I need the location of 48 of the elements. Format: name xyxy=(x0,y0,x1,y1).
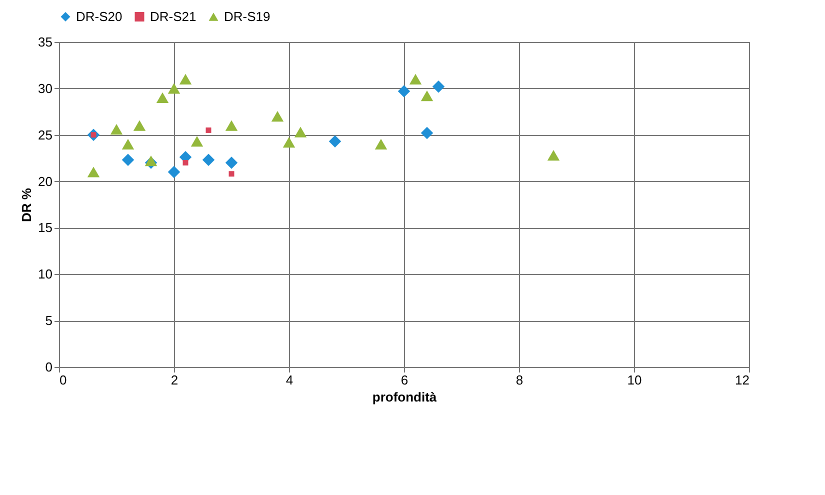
point xyxy=(144,156,158,166)
point xyxy=(225,156,238,169)
y-tick-label: 35 xyxy=(38,34,52,50)
point xyxy=(420,126,434,140)
point xyxy=(179,74,192,84)
x-tick-label: 8 xyxy=(516,372,524,388)
y-tick-label: 25 xyxy=(38,127,52,142)
point xyxy=(271,110,284,122)
point xyxy=(282,136,296,148)
point xyxy=(110,124,123,135)
point xyxy=(409,74,422,84)
point xyxy=(328,135,342,148)
x-tick-label: 12 xyxy=(735,372,750,388)
point xyxy=(133,120,146,131)
point xyxy=(182,160,188,166)
point xyxy=(547,150,560,161)
point xyxy=(398,85,410,98)
legend-label: DR-S20 xyxy=(76,8,122,24)
point xyxy=(168,83,180,94)
point xyxy=(156,92,169,104)
y-tick-label: 30 xyxy=(38,80,52,96)
x-tick-label: 10 xyxy=(627,372,642,388)
x-tick-label: 4 xyxy=(286,372,294,388)
y-tick-label: 5 xyxy=(45,313,52,328)
point xyxy=(432,80,445,93)
point xyxy=(225,120,238,131)
y-tick-label: 20 xyxy=(38,174,52,189)
point xyxy=(190,136,204,147)
point xyxy=(168,166,180,178)
point xyxy=(202,154,215,166)
y-axis-title: DR % xyxy=(19,188,34,222)
point xyxy=(122,154,134,166)
x-axis-title: profondità xyxy=(372,390,438,404)
x-tick-label: 2 xyxy=(170,372,178,388)
point xyxy=(420,90,434,102)
legend-label: DR-S19 xyxy=(224,8,270,24)
point xyxy=(87,166,100,178)
y-tick-label: 0 xyxy=(45,360,52,374)
x-tick-label: 0 xyxy=(60,372,67,388)
legend-label: DR-S21 xyxy=(150,8,196,24)
y-tick-label: 15 xyxy=(38,220,52,236)
point xyxy=(294,126,307,138)
point xyxy=(374,138,388,150)
point xyxy=(122,138,134,150)
y-tick-label: 10 xyxy=(38,266,52,282)
point xyxy=(206,127,212,133)
x-tick-label: 6 xyxy=(400,372,408,388)
point xyxy=(228,171,234,177)
